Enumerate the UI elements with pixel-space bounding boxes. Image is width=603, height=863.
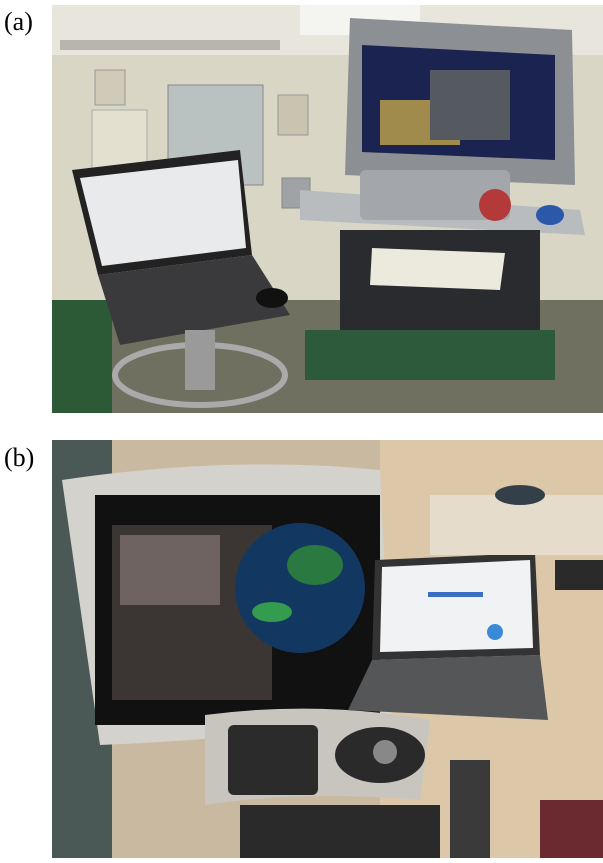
panel-label: (b) <box>4 443 34 472</box>
photo-b <box>52 440 603 858</box>
figure: (a) (b) <box>0 0 603 858</box>
panel-label: (a) <box>4 7 33 36</box>
photo-a <box>52 5 603 413</box>
